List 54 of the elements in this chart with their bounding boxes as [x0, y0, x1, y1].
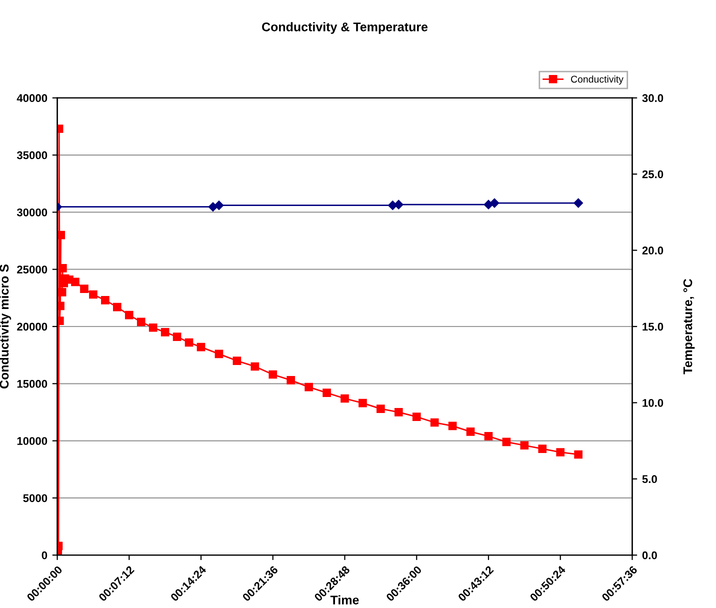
point [214, 350, 224, 358]
y-tick-label: 25000 [17, 266, 48, 274]
y2-tick-label: 0.0 [642, 551, 657, 560]
point [184, 338, 194, 347]
y2-tick-label: 10.0 [642, 398, 664, 407]
point [148, 323, 158, 332]
point [538, 444, 547, 453]
point [484, 432, 493, 440]
point [376, 404, 385, 413]
point [89, 290, 98, 299]
y2-tick-label: 20.0 [642, 246, 664, 254]
point [340, 394, 349, 403]
y2-tick-label: 15.0 [642, 322, 664, 331]
point [172, 332, 182, 341]
y2-tick-label: 25.0 [642, 170, 664, 178]
point [268, 370, 278, 379]
point [113, 302, 122, 312]
point [520, 441, 529, 450]
point [322, 388, 331, 397]
y-tick-label: 0 [42, 551, 48, 560]
point [71, 278, 80, 286]
y-tick-label: 10000 [17, 437, 48, 445]
y2-tick-label: 30.0 [642, 94, 664, 102]
point [250, 362, 260, 371]
point [57, 302, 64, 310]
point [412, 412, 421, 421]
y-tick-label: 40000 [16, 94, 48, 102]
point [286, 376, 296, 384]
y2-tick-label: 5.0 [642, 475, 657, 484]
chart-title: Conductivity & Temperature [262, 22, 428, 34]
point [466, 427, 475, 436]
point [58, 288, 66, 296]
point [196, 342, 206, 352]
point [430, 418, 439, 427]
point [101, 296, 110, 304]
point [358, 398, 367, 408]
y-tick-label: 15000 [17, 380, 48, 388]
point [556, 448, 565, 456]
y-tick-label: 35000 [16, 151, 48, 160]
point [304, 382, 313, 392]
point [448, 422, 457, 430]
y-tick-label: 20000 [17, 322, 48, 331]
point [136, 318, 146, 326]
point [232, 356, 242, 365]
y-tick-label: 30000 [16, 208, 48, 216]
legend-label: Conductivity [571, 76, 624, 85]
point [502, 438, 511, 446]
point [160, 328, 170, 336]
y2-axis-title: Temperature, °C [683, 278, 695, 374]
y-tick-label: 5000 [23, 494, 48, 502]
point [80, 284, 88, 293]
point [574, 450, 582, 459]
point [124, 310, 134, 320]
point [394, 408, 403, 416]
